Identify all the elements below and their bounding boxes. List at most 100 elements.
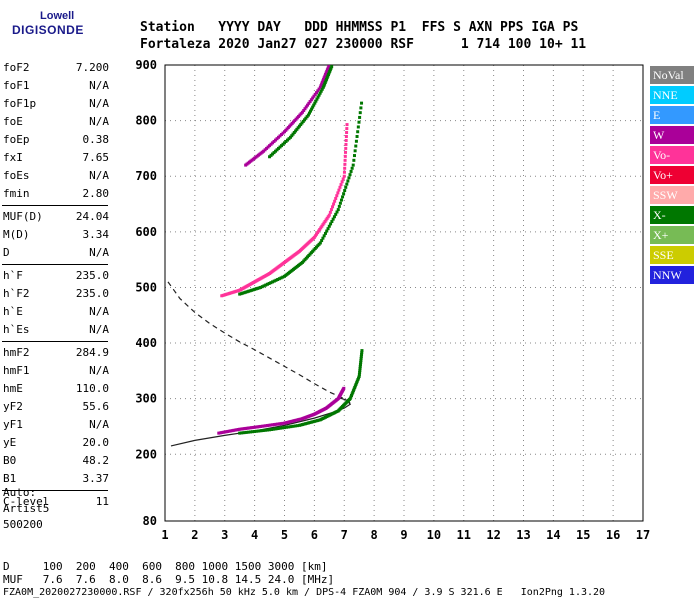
param-row-md: M(D) 3.34: [3, 226, 109, 244]
trace-point: [257, 429, 261, 433]
trace-point: [326, 74, 330, 78]
param-value: 3.34: [82, 228, 110, 241]
legend-item-e: E: [650, 106, 694, 124]
trace-point: [279, 422, 283, 426]
trace-point: [337, 188, 341, 192]
param-name: B1: [3, 472, 17, 485]
param-row-hmf2: hmF2 284.9: [3, 344, 109, 362]
param-name: B0: [3, 454, 17, 467]
trace-point: [270, 427, 274, 431]
trace-point: [352, 387, 356, 391]
param-divider: [2, 205, 108, 206]
trace-point: [355, 379, 359, 383]
trace-point: [332, 215, 336, 219]
trace-point: [346, 179, 350, 183]
trace-point: [260, 285, 264, 289]
autoscale-artist: Artist5: [3, 502, 50, 515]
trace-point: [355, 134, 359, 138]
trace-point: [312, 94, 316, 98]
trace-point: [322, 234, 326, 238]
param-name: D: [3, 246, 10, 259]
param-row-hf: h`F 235.0: [3, 267, 109, 285]
trace-point: [318, 85, 322, 89]
x-tick-label: 5: [281, 528, 288, 542]
param-divider: [2, 341, 108, 342]
param-value: N/A: [89, 418, 109, 431]
trace-point: [303, 118, 307, 122]
trace-point: [248, 430, 252, 434]
trace-point: [317, 229, 321, 233]
trace-point: [332, 202, 336, 206]
trace-point: [323, 82, 327, 86]
param-value: 2.80: [82, 187, 110, 200]
trace-point: [328, 68, 332, 72]
trace-point: [351, 390, 355, 394]
trace-point: [343, 189, 347, 193]
param-value: 55.6: [82, 400, 110, 413]
legend-item-vo: Vo+: [650, 166, 694, 184]
trace-point: [315, 232, 319, 236]
trace-point: [343, 166, 347, 170]
param-value: 20.0: [82, 436, 110, 449]
trace-point: [356, 125, 360, 129]
trace-point: [313, 234, 317, 238]
trace-point: [307, 111, 311, 115]
trace-point: [326, 215, 330, 219]
param-value: N/A: [89, 323, 109, 336]
footer-file-line: FZA0M_2020027230000.RSF / 320fx256h 50 k…: [3, 587, 606, 598]
trace-point: [339, 198, 343, 202]
trace-point: [324, 79, 328, 83]
trace-point: [345, 123, 349, 127]
param-row-hmf1: hmF1 N/A: [3, 362, 109, 380]
trace-point: [353, 384, 357, 388]
trace-point: [291, 132, 295, 136]
param-row-foep: foEp 0.38: [3, 131, 109, 149]
x-tick-label: 7: [341, 528, 348, 542]
param-name: yF1: [3, 418, 23, 431]
trace-point: [274, 278, 278, 282]
trace-point: [262, 424, 266, 428]
y-tick-label: 700: [135, 169, 157, 183]
param-name: MUF(D): [3, 210, 43, 223]
trace-point: [322, 77, 326, 81]
trace-point: [306, 113, 310, 117]
trace-point: [353, 386, 357, 390]
param-row-d: D N/A: [3, 244, 109, 262]
y-tick-label: 400: [135, 336, 157, 350]
trace-point: [287, 425, 291, 429]
trace-point: [316, 231, 320, 235]
trace-point: [283, 426, 286, 430]
trace-point: [318, 91, 322, 95]
trace-point: [302, 108, 306, 112]
trace-point: [347, 176, 351, 180]
trace-point: [359, 359, 363, 363]
param-row-yf1: yF1 N/A: [3, 416, 109, 434]
trace-point: [320, 80, 324, 84]
trace-point: [255, 429, 259, 433]
trace-point: [352, 158, 356, 162]
param-value: 0.38: [82, 133, 110, 146]
param-row-hf2: h`F2 235.0: [3, 285, 109, 303]
trace-point: [280, 426, 284, 430]
trace-point: [271, 280, 275, 284]
trace-point: [277, 422, 281, 426]
trace-point: [359, 355, 363, 359]
trace-point: [311, 105, 315, 109]
trace-point: [324, 71, 328, 75]
trace-point: [328, 210, 332, 214]
x-tick-label: 17: [636, 528, 650, 542]
trace-point: [344, 142, 348, 146]
trace-point: [244, 430, 248, 434]
param-value: N/A: [89, 246, 109, 259]
trace-point: [358, 115, 362, 119]
trace-point: [238, 431, 242, 435]
trace-point: [279, 276, 283, 280]
trace-point: [327, 71, 331, 75]
trace-point: [353, 149, 357, 153]
profile-dashed-curve: [167, 281, 351, 404]
param-row-fof2: foF2 7.200: [3, 59, 109, 77]
param-row-fmin: fmin 2.80: [3, 185, 109, 203]
y-tick-label: 900: [135, 58, 157, 72]
trace-point: [344, 138, 348, 142]
trace-point: [318, 227, 322, 231]
